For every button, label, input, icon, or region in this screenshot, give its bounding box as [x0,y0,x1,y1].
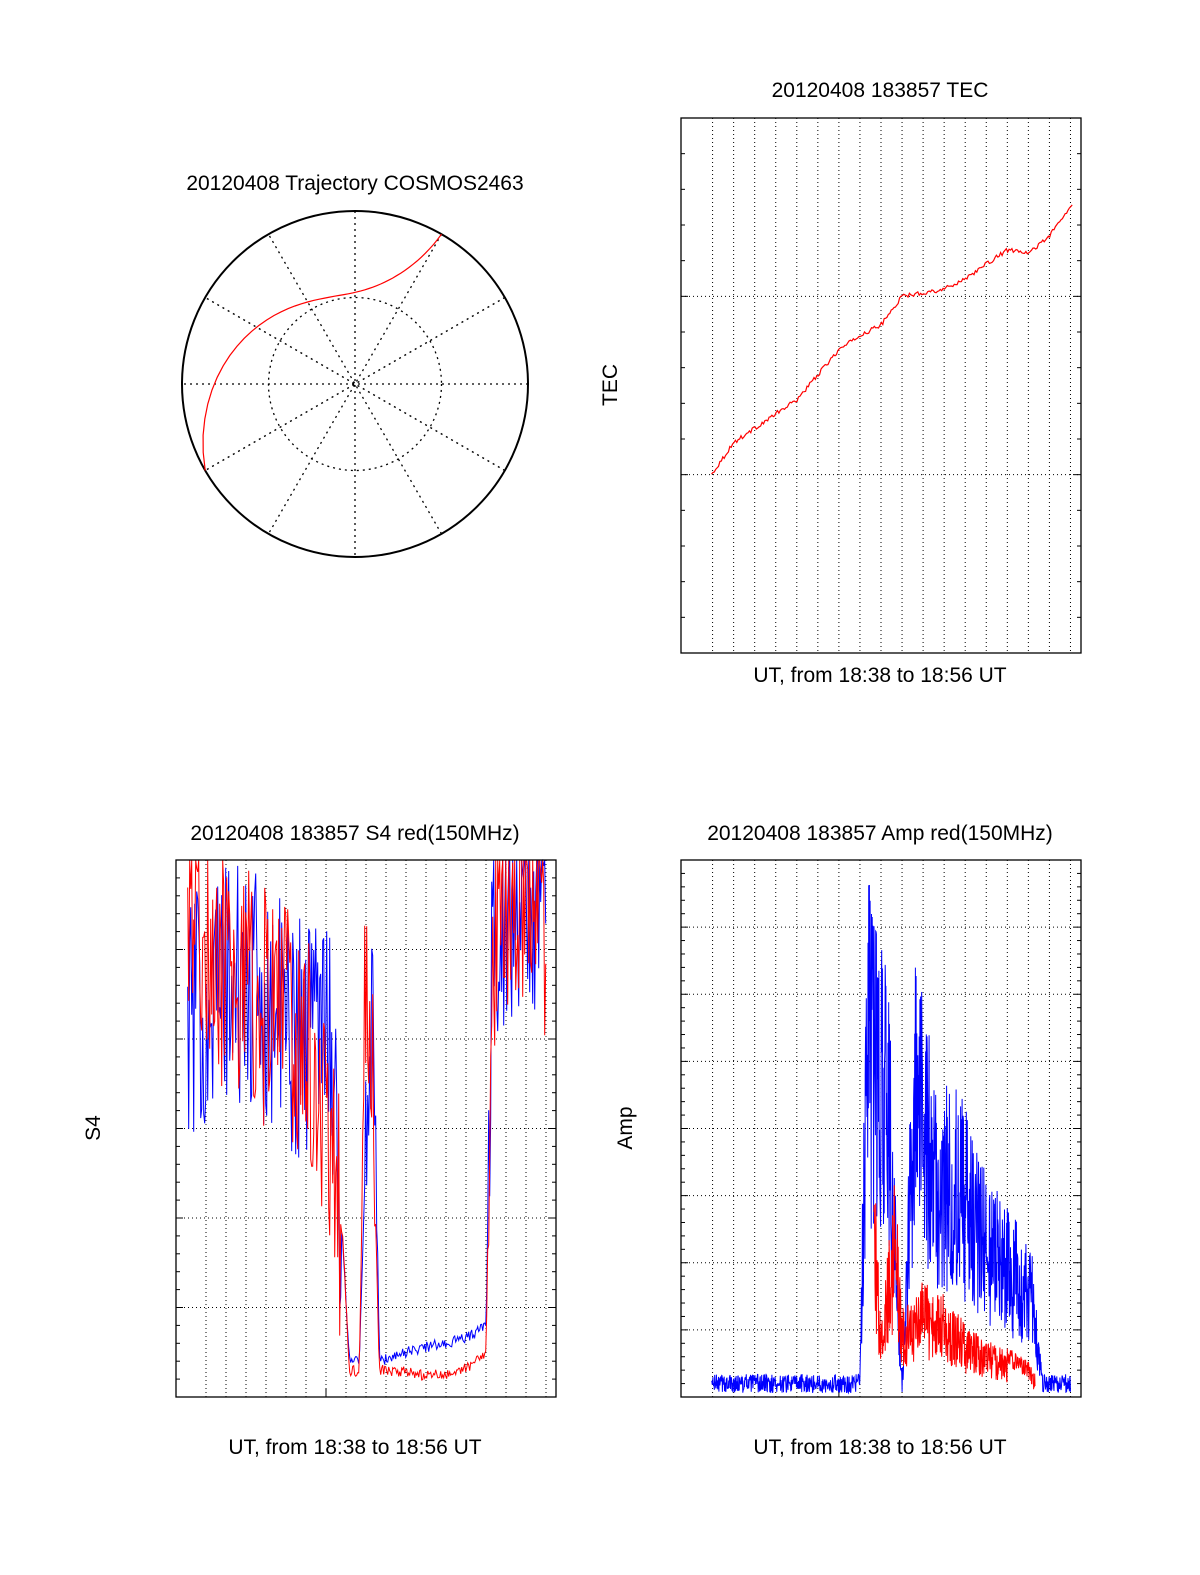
trajectory-trace [202,233,442,471]
s4-y-axis-label: S4 [82,1115,105,1141]
tec-x-axis-label: UT, from 18:38 to 18:56 UT [753,664,1006,687]
trajectory-panel: 20120408 Trajectory COSMOS2463 [181,172,529,558]
plot-frame [175,859,557,1398]
plot-frame [680,859,1082,1398]
series-line-red [711,204,1073,475]
polar-spoke [267,233,443,535]
polar-spoke [204,296,506,472]
plot-frame [680,117,1082,654]
tec-y-axis-label: TEC [599,364,622,406]
polar-plot [181,210,529,558]
tec-panel: 20120408 183857 TEC UT, from 18:38 to 18… [599,79,1082,687]
tec-plot [680,117,1082,654]
tec-title: 20120408 183857 TEC [772,79,989,102]
series-line-blue [187,858,547,1365]
series-line-red [187,859,547,1381]
polar-spoke [204,296,506,472]
amp-plot [680,859,1082,1398]
amp-x-axis-label: UT, from 18:38 to 18:56 UT [753,1436,1006,1459]
amp-panel: 20120408 183857 Amp red(150MHz) UT, from… [614,822,1082,1459]
s4-plot [175,858,557,1398]
polar-spoke [267,233,443,535]
amp-y-axis-label: Amp [614,1106,637,1149]
s4-title: 20120408 183857 S4 red(150MHz) [190,822,519,845]
series-line-blue [711,884,1071,1395]
s4-x-axis-label: UT, from 18:38 to 18:56 UT [228,1436,481,1459]
s4-panel: 20120408 183857 S4 red(150MHz) UT, from … [82,822,557,1459]
amp-title: 20120408 183857 Amp red(150MHz) [707,822,1053,845]
series-line-red [873,1185,1036,1390]
trajectory-title: 20120408 Trajectory COSMOS2463 [186,172,523,195]
